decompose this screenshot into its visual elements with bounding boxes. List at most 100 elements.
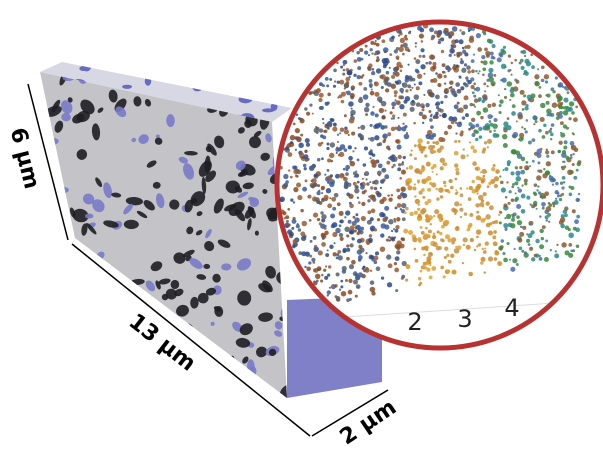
particle	[503, 203, 507, 207]
particle	[483, 218, 486, 221]
pore	[218, 61, 238, 82]
particle	[351, 237, 354, 240]
particle	[549, 175, 551, 177]
particle	[493, 133, 498, 138]
particle	[324, 276, 328, 280]
particle	[422, 55, 425, 58]
particle	[418, 277, 422, 281]
particle	[374, 53, 376, 55]
pore	[110, 349, 121, 366]
particle	[290, 141, 293, 144]
particle	[360, 76, 363, 79]
pore	[123, 351, 138, 366]
particle	[511, 149, 516, 154]
particle	[339, 173, 344, 178]
particle	[430, 114, 432, 116]
particle	[423, 254, 426, 257]
particle	[316, 280, 319, 283]
particle	[456, 226, 459, 229]
particle	[480, 261, 484, 265]
particle	[402, 217, 406, 221]
particle	[381, 276, 384, 279]
particle	[474, 106, 476, 108]
pore	[107, 364, 117, 374]
particle	[327, 181, 330, 184]
particle	[345, 279, 348, 282]
particle	[291, 227, 294, 230]
particle	[376, 266, 381, 271]
particle	[494, 251, 499, 256]
particle	[499, 175, 501, 177]
particle	[390, 111, 393, 114]
particle	[531, 257, 535, 261]
particle	[487, 139, 492, 144]
particle	[426, 268, 430, 272]
particle	[537, 161, 540, 164]
particle	[545, 131, 549, 135]
particle	[394, 268, 399, 273]
particle	[559, 111, 563, 115]
particle	[536, 175, 541, 180]
particle	[524, 251, 527, 254]
particle	[555, 76, 558, 79]
particle	[304, 107, 307, 110]
particle	[363, 94, 369, 100]
particle	[555, 250, 557, 252]
particle	[350, 231, 354, 235]
particle	[379, 199, 384, 204]
particle	[435, 95, 440, 100]
particle	[370, 124, 373, 127]
particle	[367, 199, 370, 202]
particle	[332, 127, 337, 132]
particle	[351, 88, 354, 91]
particle	[437, 108, 441, 112]
particle	[522, 50, 526, 54]
particle	[405, 278, 408, 281]
particle	[402, 82, 408, 88]
particle	[479, 70, 481, 72]
particle	[344, 226, 350, 232]
pore	[123, 394, 131, 404]
particle	[401, 163, 404, 166]
particle	[492, 103, 496, 107]
particle	[338, 94, 342, 98]
particle	[348, 220, 352, 224]
particle	[374, 160, 378, 164]
particle	[393, 218, 396, 221]
particle	[510, 171, 514, 175]
particle	[473, 95, 476, 98]
pore	[245, 391, 261, 406]
particle	[415, 69, 419, 73]
particle	[377, 192, 382, 197]
pore	[106, 308, 116, 314]
particle	[467, 70, 471, 74]
particle	[377, 96, 383, 102]
particle	[358, 255, 363, 260]
particle	[406, 182, 410, 186]
pore	[60, 334, 68, 339]
particle	[383, 139, 386, 142]
particle	[410, 107, 415, 112]
particle	[358, 201, 361, 204]
particle	[540, 103, 545, 108]
particle	[576, 169, 579, 172]
particle	[377, 143, 380, 146]
particle	[379, 108, 384, 113]
pore	[122, 85, 132, 89]
particle	[387, 132, 391, 136]
particle	[458, 140, 461, 143]
particle	[444, 83, 446, 85]
particle	[515, 176, 521, 182]
particle	[454, 54, 456, 56]
particle	[330, 214, 335, 219]
particle	[336, 147, 338, 149]
particle	[481, 180, 484, 183]
particle	[489, 205, 494, 210]
particle	[330, 142, 335, 147]
particle	[477, 72, 479, 74]
particle	[384, 125, 388, 129]
pore	[66, 342, 78, 352]
particle	[357, 197, 359, 199]
pore	[50, 240, 64, 249]
particle	[464, 52, 468, 56]
